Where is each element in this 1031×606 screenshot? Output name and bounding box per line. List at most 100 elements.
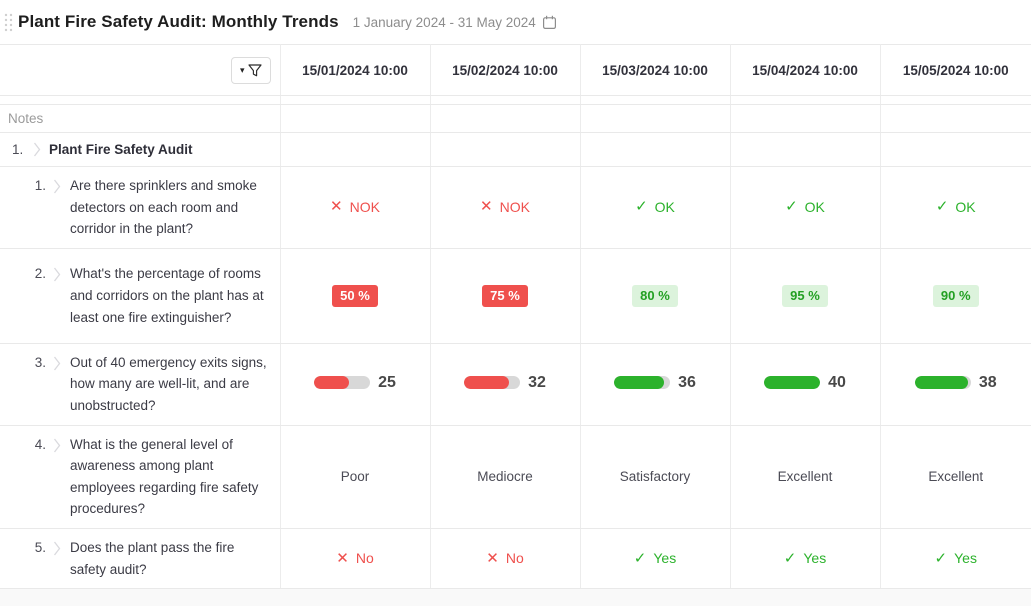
answer-cell: ✓ OK bbox=[879, 166, 1031, 249]
answer-cell: ✕ NOK bbox=[279, 166, 430, 249]
chevron-right-icon[interactable] bbox=[53, 356, 61, 371]
question-text: What's the percentage of rooms and corri… bbox=[70, 266, 264, 325]
empty-cell bbox=[879, 104, 1031, 133]
question-cell: 2. What's the percentage of rooms and co… bbox=[0, 248, 280, 344]
progress-value: 25 bbox=[378, 373, 396, 391]
answer-cell: 95 % bbox=[729, 248, 880, 344]
answer-cell: Satisfactory bbox=[579, 425, 730, 529]
column-header-date: 15/02/2024 10:00 bbox=[429, 44, 580, 96]
question-text: What is the general level of awareness a… bbox=[70, 436, 259, 517]
question-number: 4. bbox=[34, 436, 46, 452]
chevron-right-icon[interactable] bbox=[53, 438, 61, 453]
question-text: Does the plant pass the fire safety audi… bbox=[70, 539, 235, 577]
answer-text: Mediocre bbox=[477, 468, 533, 484]
progress-fill bbox=[764, 376, 821, 390]
notes-row: Notes bbox=[0, 104, 1031, 133]
question-row: 1. Are there sprinklers and smoke detect… bbox=[0, 166, 1031, 249]
chevron-right-icon[interactable] bbox=[53, 267, 61, 282]
answer-cell: ✓ OK bbox=[729, 166, 880, 249]
section-number: 1. bbox=[12, 142, 24, 157]
empty-cell bbox=[279, 95, 430, 105]
progress-bar: 36 bbox=[614, 374, 696, 392]
check-icon: ✓ bbox=[635, 198, 648, 216]
progress-bar: 40 bbox=[764, 374, 846, 392]
question-cell: 4. What is the general level of awarenes… bbox=[0, 425, 280, 529]
x-icon: ✕ bbox=[330, 198, 343, 216]
progress-bar: 25 bbox=[314, 374, 396, 392]
chevron-right-icon[interactable] bbox=[33, 142, 41, 157]
answer-cell: ✕ No bbox=[429, 528, 580, 590]
progress-value: 40 bbox=[828, 373, 846, 391]
answer-label: OK bbox=[804, 198, 825, 215]
spacer-row bbox=[0, 95, 1031, 105]
question-row: 4. What is the general level of awarenes… bbox=[0, 425, 1031, 529]
question-text: Out of 40 emergency exits signs, how man… bbox=[70, 354, 267, 413]
answer-label: Yes bbox=[954, 550, 977, 567]
empty-cell bbox=[879, 95, 1031, 105]
question-text: Are there sprinklers and smoke detectors… bbox=[70, 178, 257, 237]
question-number: 3. bbox=[34, 354, 46, 370]
question-number: 5. bbox=[34, 539, 46, 555]
empty-cell bbox=[429, 104, 580, 133]
empty-cell bbox=[0, 95, 280, 105]
check-icon: ✓ bbox=[934, 549, 948, 567]
column-header-date: 15/03/2024 10:00 bbox=[579, 44, 730, 96]
answer-cell: ✓ Yes bbox=[579, 528, 730, 590]
chevron-right-icon[interactable] bbox=[53, 179, 61, 194]
answer-label: NOK bbox=[349, 198, 380, 215]
answer-cell: 50 % bbox=[279, 248, 430, 344]
caret-down-icon: ▾ bbox=[239, 64, 245, 75]
progress-value: 38 bbox=[978, 373, 997, 391]
empty-cell bbox=[579, 95, 730, 105]
answer-cell: ✓ Yes bbox=[879, 528, 1031, 590]
empty-cell bbox=[279, 132, 430, 167]
answer-cell: ✕ NOK bbox=[429, 166, 580, 249]
answer-label: OK bbox=[654, 198, 675, 215]
answer-cell: 25 bbox=[279, 343, 430, 426]
answer-cell: Poor bbox=[279, 425, 430, 529]
empty-cell bbox=[429, 132, 580, 167]
check-icon: ✓ bbox=[633, 549, 647, 567]
answer-cell: 80 % bbox=[579, 248, 730, 344]
page-background bbox=[0, 589, 1031, 606]
page-title: Plant Fire Safety Audit: Monthly Trends bbox=[18, 12, 339, 31]
filter-cell: ▾ bbox=[0, 44, 280, 96]
filter-button[interactable]: ▾ bbox=[230, 56, 271, 84]
answer-text: Satisfactory bbox=[619, 468, 691, 484]
progress-fill bbox=[314, 376, 350, 390]
chevron-right-icon[interactable] bbox=[53, 541, 61, 556]
empty-cell bbox=[879, 132, 1031, 167]
answer-cell: 32 bbox=[429, 343, 580, 426]
progress-fill bbox=[464, 376, 509, 390]
drag-handle-icon[interactable] bbox=[3, 11, 14, 33]
question-row: 2. What's the percentage of rooms and co… bbox=[0, 248, 1031, 344]
empty-cell bbox=[729, 132, 880, 167]
column-header-date: 15/05/2024 10:00 bbox=[879, 44, 1031, 96]
date-range-label: 1 January 2024 - 31 May 2024 bbox=[352, 14, 536, 30]
title-bar: Plant Fire Safety Audit: Monthly Trends … bbox=[0, 0, 1031, 44]
x-icon: ✕ bbox=[336, 549, 349, 567]
question-row: 5. Does the plant pass the fire safety a… bbox=[0, 528, 1031, 590]
empty-cell bbox=[429, 95, 580, 105]
empty-cell bbox=[579, 104, 730, 133]
calendar-icon bbox=[542, 15, 557, 30]
column-header-date: 15/01/2024 10:00 bbox=[279, 44, 430, 96]
answer-cell: 90 % bbox=[879, 248, 1031, 344]
answer-cell: Excellent bbox=[879, 425, 1031, 529]
check-icon: ✓ bbox=[785, 198, 798, 216]
progress-fill bbox=[614, 376, 665, 390]
question-number: 1. bbox=[34, 178, 46, 193]
answer-cell: Excellent bbox=[729, 425, 880, 529]
check-icon: ✓ bbox=[935, 198, 949, 216]
progress-fill bbox=[914, 376, 969, 390]
value-badge: 90 % bbox=[932, 284, 979, 307]
date-range[interactable]: 1 January 2024 - 31 May 2024 bbox=[353, 15, 557, 30]
value-badge: 50 % bbox=[332, 284, 378, 307]
answer-label: Yes bbox=[803, 550, 827, 567]
progress-value: 36 bbox=[678, 373, 696, 391]
empty-cell bbox=[729, 104, 880, 133]
empty-cell bbox=[279, 104, 430, 133]
section-row: 1. Plant Fire Safety Audit bbox=[0, 132, 1031, 167]
progress-bar: 32 bbox=[464, 374, 546, 392]
section-title: Plant Fire Safety Audit bbox=[49, 142, 193, 157]
